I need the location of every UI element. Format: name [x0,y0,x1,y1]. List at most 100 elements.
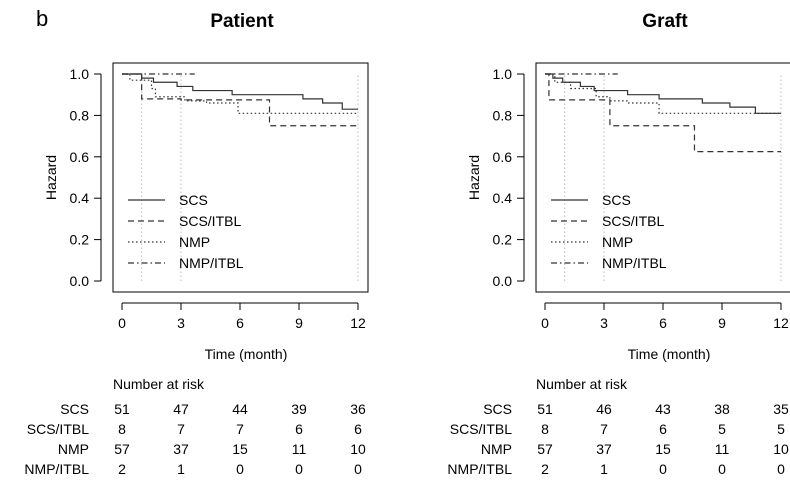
legend: SCS SCS/ITBL NMP NMP/ITBL [128,192,244,271]
x-tick-label: 3 [177,315,185,331]
y-axis-label: Hazard [466,155,482,200]
x-tick-label: 6 [236,315,244,331]
series-line-nmp [122,73,358,114]
plot-frame [535,62,790,293]
risk-count: 11 [715,441,730,457]
y-axis-label: Hazard [43,155,59,200]
risk-count: 0 [236,461,244,477]
x-tick-label: 6 [659,315,667,331]
risk-count: 51 [114,401,130,417]
risk-table-title: Number at risk [536,376,628,392]
risk-table-title: Number at risk [113,376,205,392]
risk-count: 44 [232,401,248,417]
risk-count: 57 [114,441,130,457]
risk-count: 0 [295,461,303,477]
y-tick-label: 0.8 [493,107,513,123]
chart-title: Graft [642,11,688,32]
y-tick-label: 0.8 [70,107,90,123]
legend-label: NMP/ITBL [602,255,667,271]
risk-count: 35 [773,401,789,417]
y-tick-label: 0.2 [70,232,90,248]
risk-count: 6 [295,421,303,437]
x-tick-label: 9 [295,315,303,331]
risk-row-label: NMP/ITBL [447,461,512,477]
legend-label: NMP/ITBL [179,255,244,271]
risk-table: Number at risk SCS 51 47 44 39 36 SCS/ITBL 8 7 7 6 6… [24,376,366,477]
risk-count: 2 [118,461,126,477]
y-tick-label: 0.2 [493,232,513,248]
y-tick-label: 0.6 [493,149,513,165]
x-axis-label: Time (month) [628,346,711,362]
risk-count: 1 [600,461,608,477]
legend-label: SCS [602,192,631,208]
series-line-scs-itbl [122,73,358,127]
risk-count: 0 [354,461,362,477]
legend-label: SCS/ITBL [179,213,241,229]
risk-count: 51 [537,401,553,417]
y-tick-label: 1.0 [70,66,90,82]
x-tick-label: 0 [118,315,126,331]
risk-count: 0 [659,461,667,477]
risk-count: 1 [177,461,185,477]
x-tick-label: 9 [718,315,726,331]
series-line-scs [545,73,781,114]
risk-count: 7 [236,421,244,437]
risk-count: 15 [232,441,248,457]
risk-row-label: SCS [60,401,89,417]
risk-count: 57 [537,441,553,457]
x-tick-label: 12 [350,315,366,331]
risk-count: 6 [659,421,667,437]
y-tick-label: 0.0 [70,273,90,289]
risk-row-label: NMP/ITBL [24,461,89,477]
y-tick-label: 0.4 [493,190,513,206]
panel-label: b [36,6,48,31]
risk-count: 7 [177,421,185,437]
series-line-scs-itbl [545,73,781,153]
risk-count: 11 [292,441,307,457]
x-tick-label: 3 [600,315,608,331]
risk-count: 43 [655,401,671,417]
risk-count: 37 [596,441,612,457]
x-axis-label: Time (month) [205,346,288,362]
x-tick-label: 0 [541,315,549,331]
risk-count: 10 [350,441,366,457]
risk-count: 39 [291,401,307,417]
risk-count: 37 [173,441,189,457]
risk-count: 0 [718,461,726,477]
risk-count: 5 [718,421,726,437]
risk-row-label: NMP [58,441,89,457]
risk-count: 46 [596,401,612,417]
y-tick-label: 0.4 [70,190,90,206]
y-tick-label: 1.0 [493,66,513,82]
x-tick-label: 12 [773,315,789,331]
chart-title: Patient [210,11,274,32]
plot-frame [112,62,369,293]
risk-count: 7 [600,421,608,437]
risk-count: 6 [354,421,362,437]
risk-row-label: SCS [483,401,512,417]
legend-label: SCS/ITBL [602,213,664,229]
risk-count: 47 [173,401,189,417]
legend-label: NMP [179,234,210,250]
series-line-nmp [545,73,781,114]
risk-count: 8 [541,421,549,437]
legend-label: NMP [602,234,633,250]
risk-count: 38 [714,401,730,417]
risk-row-label: SCS/ITBL [450,421,512,437]
legend-label: SCS [179,192,208,208]
risk-count: 0 [777,461,785,477]
risk-row-label: NMP [481,441,512,457]
risk-count: 8 [118,421,126,437]
risk-count: 2 [541,461,549,477]
risk-row-label: SCS/ITBL [27,421,89,437]
risk-count: 10 [773,441,789,457]
series-line-scs [122,73,358,110]
risk-count: 15 [655,441,671,457]
risk-count: 5 [777,421,785,437]
y-tick-label: 0.6 [70,149,90,165]
